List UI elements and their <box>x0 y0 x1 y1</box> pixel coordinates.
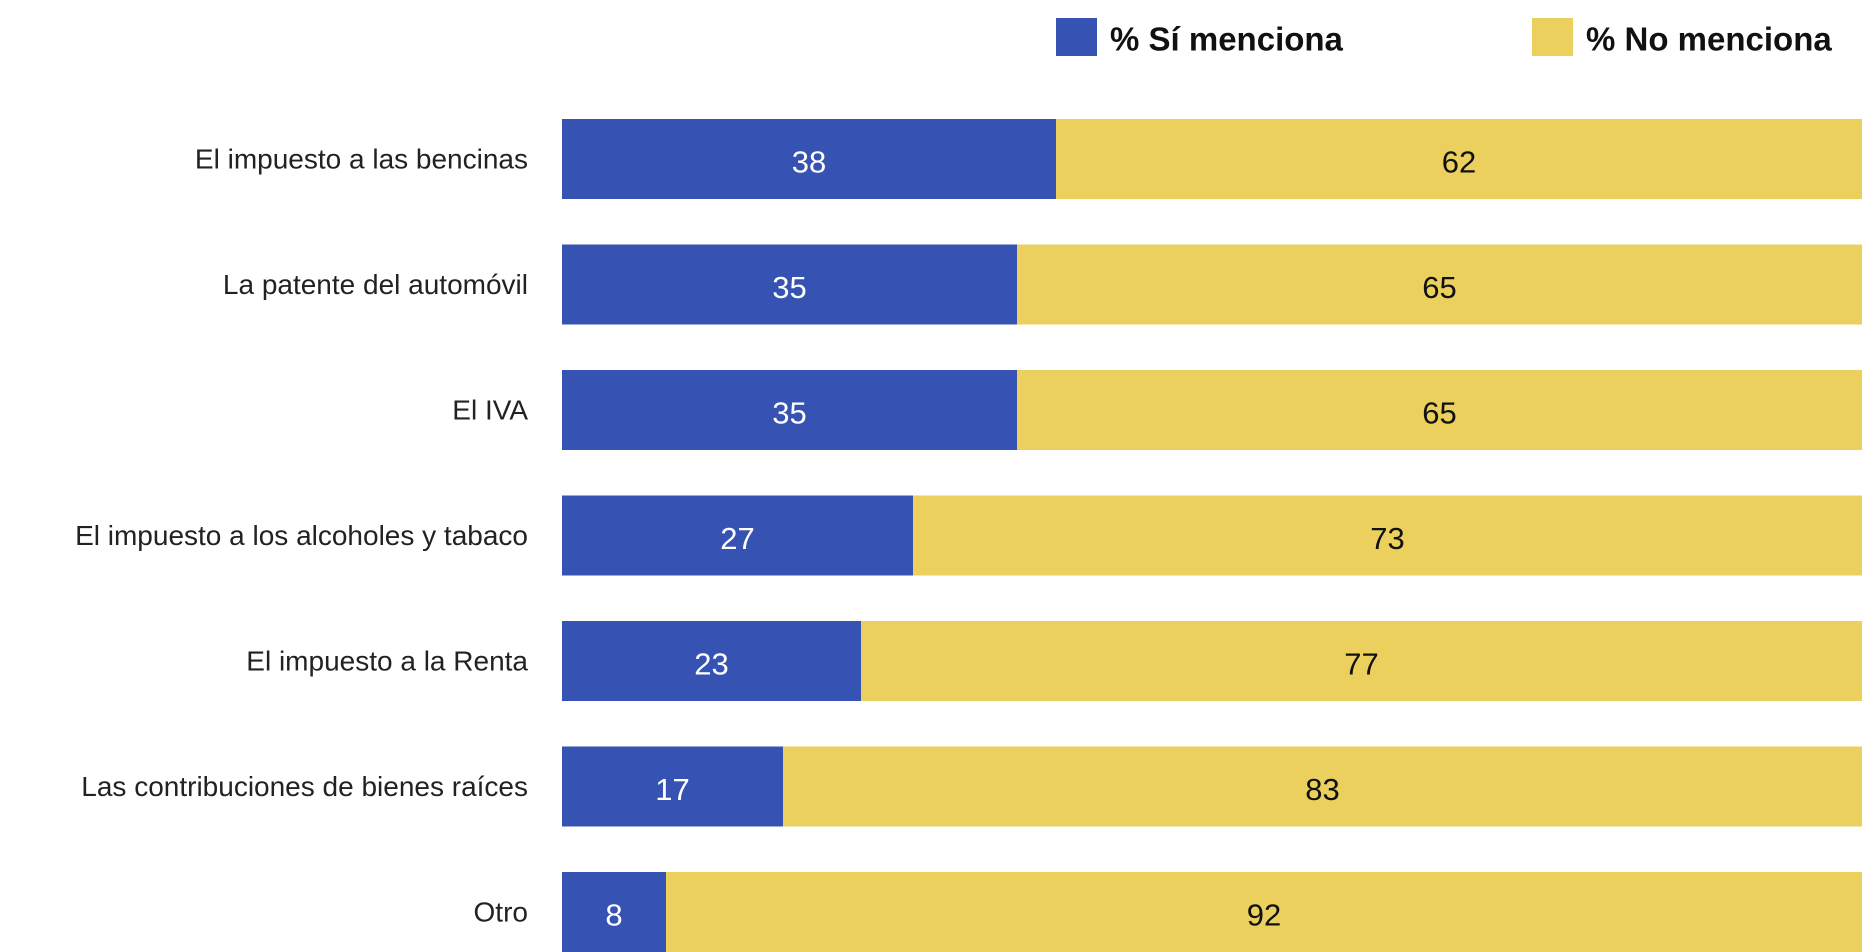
bar-segment <box>913 495 1862 576</box>
bar-segment <box>562 119 1056 199</box>
bar-segment <box>562 495 913 576</box>
legend-label: % Sí menciona <box>1110 21 1344 58</box>
value-label: 83 <box>1305 772 1339 807</box>
bar-segment <box>562 370 1017 450</box>
bar-segment <box>783 746 1862 827</box>
category-label: El impuesto a las bencinas <box>195 144 528 175</box>
bar-segment <box>562 872 666 952</box>
category-label: Otro <box>474 897 528 928</box>
value-label: 27 <box>720 521 754 556</box>
bar-segment <box>1017 370 1862 450</box>
value-label: 62 <box>1442 145 1476 180</box>
bar-segment <box>666 872 1862 952</box>
bar-segment <box>861 621 1862 701</box>
value-label: 77 <box>1344 647 1378 682</box>
category-label: El IVA <box>452 395 528 426</box>
value-label: 73 <box>1370 521 1404 556</box>
value-label: 35 <box>772 396 806 431</box>
value-label: 35 <box>772 270 806 305</box>
value-label: 38 <box>792 145 826 180</box>
legend-swatch <box>1056 18 1097 56</box>
category-label: La patente del automóvil <box>223 269 528 300</box>
bar-segment <box>562 621 861 701</box>
category-label: Las contribuciones de bienes raíces <box>81 771 528 802</box>
value-label: 8 <box>605 898 622 933</box>
value-label: 65 <box>1422 270 1456 305</box>
bar-segment <box>562 746 783 827</box>
bar-segment <box>1017 244 1862 325</box>
value-label: 65 <box>1422 396 1456 431</box>
category-label: El impuesto a la Renta <box>246 646 528 677</box>
bar-segment <box>1056 119 1862 199</box>
bar-segment <box>562 244 1017 325</box>
value-label: 23 <box>694 647 728 682</box>
value-label: 92 <box>1247 898 1281 933</box>
category-label: El impuesto a los alcoholes y tabaco <box>75 520 528 551</box>
legend-swatch <box>1532 18 1573 56</box>
value-label: 17 <box>655 772 689 807</box>
legend-label: % No menciona <box>1586 21 1832 58</box>
